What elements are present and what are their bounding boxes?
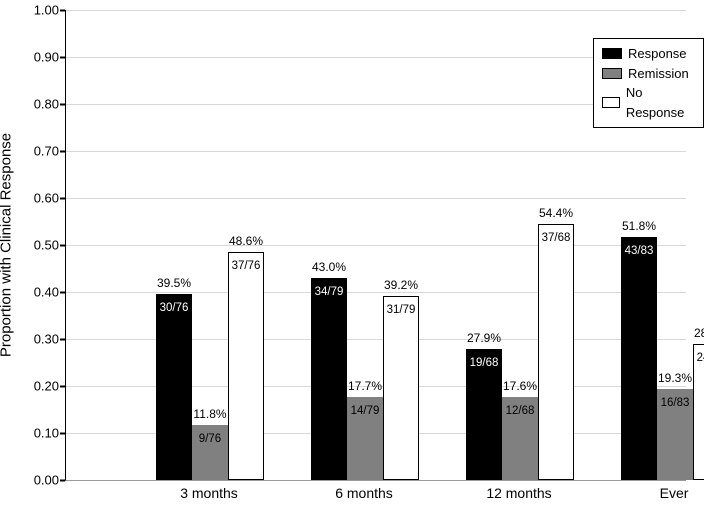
bar bbox=[156, 294, 192, 480]
bar-percent-label: 17.6% bbox=[503, 379, 537, 393]
gridline bbox=[66, 292, 686, 293]
bar-percent-label: 48.6% bbox=[229, 234, 263, 248]
gridline bbox=[66, 151, 686, 152]
bar-percent-label: 28.9% bbox=[694, 326, 704, 340]
bar-fraction-label: 37/76 bbox=[232, 260, 261, 272]
y-tick-label: 0.90 bbox=[19, 50, 59, 65]
y-tick-mark bbox=[60, 57, 65, 59]
legend-swatch bbox=[602, 68, 622, 79]
y-tick-label: 0.40 bbox=[19, 285, 59, 300]
bar-fraction-label: 43/83 bbox=[625, 245, 654, 257]
chart-container: Proportion with Clinical Response 39.5% 3… bbox=[0, 0, 704, 523]
legend-item: Remission bbox=[602, 64, 695, 84]
bar-percent-label: 51.8% bbox=[622, 219, 656, 233]
y-tick-label: 0.20 bbox=[19, 379, 59, 394]
bar-percent-label: 54.4% bbox=[539, 206, 573, 220]
gridline bbox=[66, 10, 686, 11]
legend-label: No Response bbox=[626, 83, 695, 122]
legend-swatch bbox=[602, 97, 620, 108]
bar-percent-label: 17.7% bbox=[348, 379, 382, 393]
y-tick-label: 0.70 bbox=[19, 144, 59, 159]
bar-percent-label: 39.5% bbox=[157, 276, 191, 290]
bar-percent-label: 11.8% bbox=[193, 407, 226, 421]
bar-percent-label: 19.3% bbox=[658, 371, 692, 385]
y-tick-mark bbox=[60, 386, 65, 388]
bar bbox=[621, 237, 657, 480]
gridline bbox=[66, 245, 686, 246]
y-tick-label: 0.10 bbox=[19, 426, 59, 441]
bar-fraction-label: 12/68 bbox=[506, 405, 535, 417]
bar bbox=[311, 278, 347, 480]
bar-fraction-label: 24/83 bbox=[697, 352, 704, 364]
legend-label: Response bbox=[628, 44, 687, 64]
y-tick-mark bbox=[60, 292, 65, 294]
bar bbox=[383, 296, 419, 480]
legend-item: No Response bbox=[602, 83, 695, 122]
bar bbox=[693, 344, 704, 480]
bar-fraction-label: 37/68 bbox=[542, 232, 571, 244]
y-tick-mark bbox=[60, 480, 65, 482]
y-tick-label: 0.60 bbox=[19, 191, 59, 206]
y-axis-label: Proportion with Clinical Response bbox=[0, 133, 15, 357]
gridline bbox=[66, 198, 686, 199]
bar-fraction-label: 31/79 bbox=[387, 304, 416, 316]
legend-label: Remission bbox=[628, 64, 689, 84]
bar-fraction-label: 16/83 bbox=[661, 397, 690, 409]
legend: ResponseRemissionNo Response bbox=[593, 38, 704, 128]
legend-swatch bbox=[602, 48, 622, 59]
x-category-label: 6 months bbox=[335, 485, 393, 501]
bar-fraction-label: 30/76 bbox=[160, 302, 189, 314]
x-category-label: 12 months bbox=[486, 485, 551, 501]
y-tick-label: 0.30 bbox=[19, 332, 59, 347]
y-tick-label: 0.80 bbox=[19, 97, 59, 112]
bar-fraction-label: 34/79 bbox=[315, 286, 344, 298]
y-tick-label: 1.00 bbox=[19, 3, 59, 18]
bar-percent-label: 43.0% bbox=[312, 260, 346, 274]
bar-percent-label: 27.9% bbox=[467, 331, 501, 345]
y-tick-mark bbox=[60, 339, 65, 341]
bar bbox=[538, 224, 574, 480]
y-tick-mark bbox=[60, 104, 65, 106]
y-tick-label: 0.50 bbox=[19, 238, 59, 253]
y-tick-label: 0.00 bbox=[19, 473, 59, 488]
x-category-label: 3 months bbox=[180, 485, 238, 501]
bar-fraction-label: 14/79 bbox=[351, 405, 380, 417]
x-category-label: Ever bbox=[660, 485, 689, 501]
bar-percent-label: 39.2% bbox=[384, 278, 418, 292]
y-tick-mark bbox=[60, 198, 65, 200]
y-tick-mark bbox=[60, 10, 65, 12]
bar-fraction-label: 9/76 bbox=[199, 433, 221, 445]
y-tick-mark bbox=[60, 151, 65, 153]
legend-item: Response bbox=[602, 44, 695, 64]
y-tick-mark bbox=[60, 245, 65, 247]
bar-fraction-label: 19/68 bbox=[470, 357, 499, 369]
bar bbox=[228, 252, 264, 480]
y-tick-mark bbox=[60, 433, 65, 435]
